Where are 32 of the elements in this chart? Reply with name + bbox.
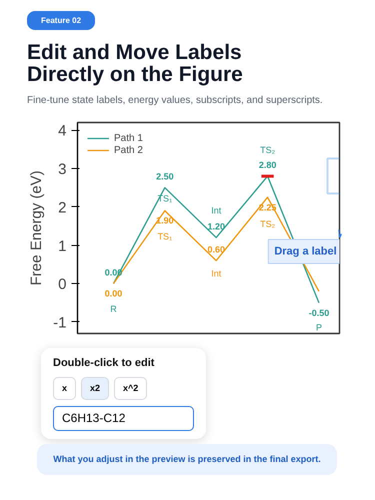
annotation: P [316, 322, 322, 332]
text: Feature 02 [27, 11, 96, 30]
data-label: 0.60 [207, 244, 225, 255]
annotation: Int [211, 206, 222, 216]
y-tick-label: 2 [58, 199, 66, 216]
y-tick-label: -1 [53, 314, 67, 332]
y-tick-label: 0 [58, 276, 66, 294]
data-label: 2.50 [156, 172, 174, 182]
annotation: TS₂ [260, 145, 276, 156]
legend-label: Path 1 [114, 132, 143, 144]
chart-title: Edit and Move Labels Directly on the Figure [27, 41, 244, 86]
annotation: Drag a label [274, 246, 337, 258]
legend-label: Path 2 [114, 144, 143, 156]
y-tick-label: 4 [58, 122, 66, 140]
data-label: -0.50 [308, 308, 330, 318]
annotation: TS₂ [260, 218, 276, 229]
data-label: 2.80 [258, 160, 276, 170]
text: x2 [81, 376, 110, 400]
text: What you adjust in the preview is preserved in the final export. [37, 444, 337, 475]
y-tick-label: 1 [58, 238, 66, 255]
data-label: 0.00 [104, 288, 122, 299]
annotation: TS₁ [158, 231, 172, 242]
text: x^2 [114, 376, 148, 400]
y-tick-label: 3 [58, 161, 66, 178]
text: C6H13-C12 [53, 406, 194, 431]
chart-subtitle: Fine-tune state labels, energy values, subscripts, and superscripts. [27, 94, 323, 108]
annotation: Int [211, 268, 222, 278]
data-label: 1.20 [207, 222, 225, 232]
y-axis-title: Free Energy (eV) [28, 170, 46, 286]
text: Double-click to edit [53, 356, 156, 371]
text: x [53, 376, 76, 400]
annotation: R [110, 304, 118, 314]
